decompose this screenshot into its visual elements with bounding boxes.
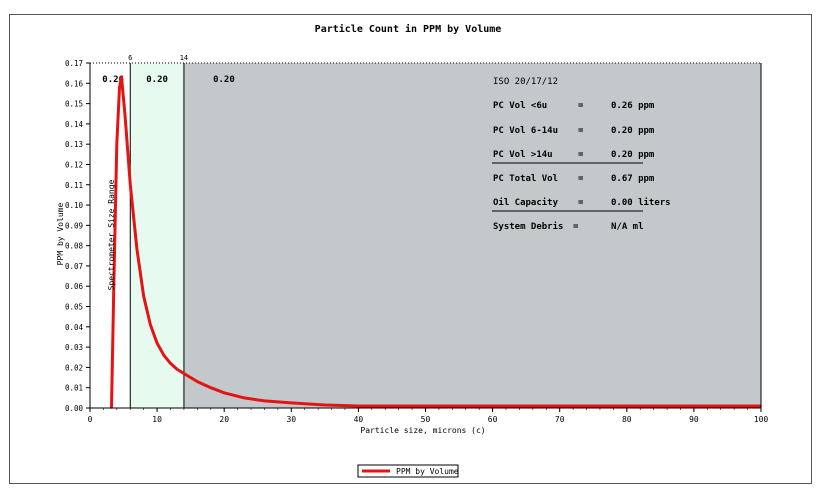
x-tick-label: 80 — [622, 415, 632, 424]
data-point — [129, 183, 132, 186]
y-tick-label: 0.03 — [65, 343, 83, 352]
y-tick-label: 0.02 — [65, 363, 83, 372]
plot-layer: 0.26 0.20 0.20 — [102, 63, 762, 409]
x-tick-label: 50 — [421, 415, 431, 424]
x-tick-label: 10 — [152, 415, 162, 424]
region-value-label: 0.20 — [213, 75, 235, 85]
y-tick-label: 0.05 — [65, 303, 83, 312]
y-tick-label: 0.17 — [65, 59, 83, 68]
spectrometer-size-range-label: Spectrometer Size Range — [107, 179, 116, 290]
y-tick-label: 0.15 — [65, 100, 83, 109]
region-below-6 — [90, 63, 131, 408]
summary-label: PC Vol 6-14u — [493, 126, 558, 136]
data-point — [223, 391, 225, 394]
data-point — [113, 265, 115, 267]
plot-background — [90, 63, 761, 408]
y-tick-label: 0.10 — [65, 201, 84, 210]
iso-code: ISO 20/17/12 — [493, 77, 558, 87]
summary-equals: = — [578, 101, 584, 111]
data-point — [424, 405, 427, 407]
data-point — [357, 405, 360, 407]
data-point — [176, 368, 179, 371]
summary-equals: = — [578, 174, 584, 184]
data-point — [156, 342, 158, 344]
data-point — [243, 397, 246, 399]
debris-equals: = — [573, 222, 579, 232]
data-point — [142, 295, 145, 298]
data-point — [290, 402, 293, 404]
region-value-label: 0.20 — [146, 75, 168, 85]
x-tick-label: 0 — [88, 415, 93, 424]
y-tick-label: 0.08 — [65, 242, 84, 251]
data-point — [116, 143, 118, 145]
y-tick-label: 0.07 — [65, 262, 83, 271]
x-tick-label: 20 — [219, 415, 229, 424]
summary-label: PC Vol >14u — [493, 150, 553, 160]
data-point — [120, 76, 123, 79]
y-tick-label: 0.11 — [65, 181, 83, 190]
x-tick-label: 30 — [286, 415, 296, 424]
data-point — [118, 86, 121, 89]
x-tick-label: 60 — [488, 415, 498, 424]
x-tick-label: 70 — [555, 415, 565, 424]
summary-value: 0.00 liters — [611, 197, 671, 208]
summary-equals: = — [578, 198, 584, 208]
y-tick-label: 0.04 — [65, 323, 84, 332]
x-tick-label: 40 — [354, 415, 364, 424]
y-axis-label: PPM by Volume — [56, 203, 65, 266]
data-point — [183, 372, 185, 375]
axes-layer: 6 14 0 10 20 30 40 50 60 70 80 90 100 0.00 0.01 0.02 0.0… — [65, 54, 768, 424]
data-point — [196, 380, 199, 383]
data-point — [149, 323, 152, 326]
x-tick-label: 90 — [689, 415, 699, 424]
region-above-14 — [183, 63, 761, 408]
data-point — [626, 405, 628, 407]
legend-label: PPM by Volume — [396, 467, 459, 476]
region-value-label: 0.26 — [102, 75, 124, 85]
data-point — [136, 248, 138, 251]
top-marker-label: 6 — [128, 54, 132, 62]
y-tick-label: 0.09 — [65, 221, 83, 230]
y-tick-label: 0.06 — [65, 282, 84, 291]
summary-label: PC Vol <6u — [493, 101, 547, 111]
legend-box — [357, 464, 459, 478]
x-axis-label: Particle size, microns (c) — [360, 426, 485, 435]
data-point — [163, 354, 165, 357]
data-point — [169, 362, 172, 365]
summary-label: Oil Capacity — [493, 197, 559, 208]
data-point — [491, 405, 494, 407]
data-point — [209, 386, 212, 389]
debris-value: N/A ml — [611, 222, 644, 232]
x-tick-label: 100 — [754, 415, 769, 424]
summary-equals: = — [578, 150, 584, 160]
y-tick-label: 0.12 — [65, 160, 83, 169]
summary-label: PC Total Vol — [493, 174, 558, 184]
summary-equals: = — [578, 126, 584, 136]
y-tick-label: 0.00 — [65, 404, 84, 413]
y-tick-label: 0.16 — [65, 79, 84, 88]
data-point — [693, 405, 695, 407]
summary-value: 0.67 ppm — [611, 174, 655, 184]
summary-value: 0.20 ppm — [611, 126, 655, 136]
region-6-14 — [130, 63, 184, 408]
legend: PPM by Volume — [357, 464, 459, 478]
data-point — [124, 112, 126, 115]
debris-label: System Debris — [493, 221, 563, 232]
summary-value: 0.26 ppm — [611, 101, 655, 111]
summary-panel: ISO 20/17/12 PC Vol <6u = 0.26 ppm PC Vol 6… — [492, 77, 671, 232]
data-point — [324, 404, 326, 406]
data-point — [558, 405, 561, 407]
y-tick-label: 0.14 — [65, 120, 84, 129]
y-tick-label: 0.13 — [65, 140, 83, 149]
top-marker-label: 14 — [180, 54, 188, 62]
summary-value: 0.20 ppm — [611, 150, 655, 160]
chart-title: Particle Count in PPM by Volume — [315, 23, 502, 35]
y-tick-label: 0.01 — [65, 384, 83, 393]
data-point — [263, 400, 266, 402]
